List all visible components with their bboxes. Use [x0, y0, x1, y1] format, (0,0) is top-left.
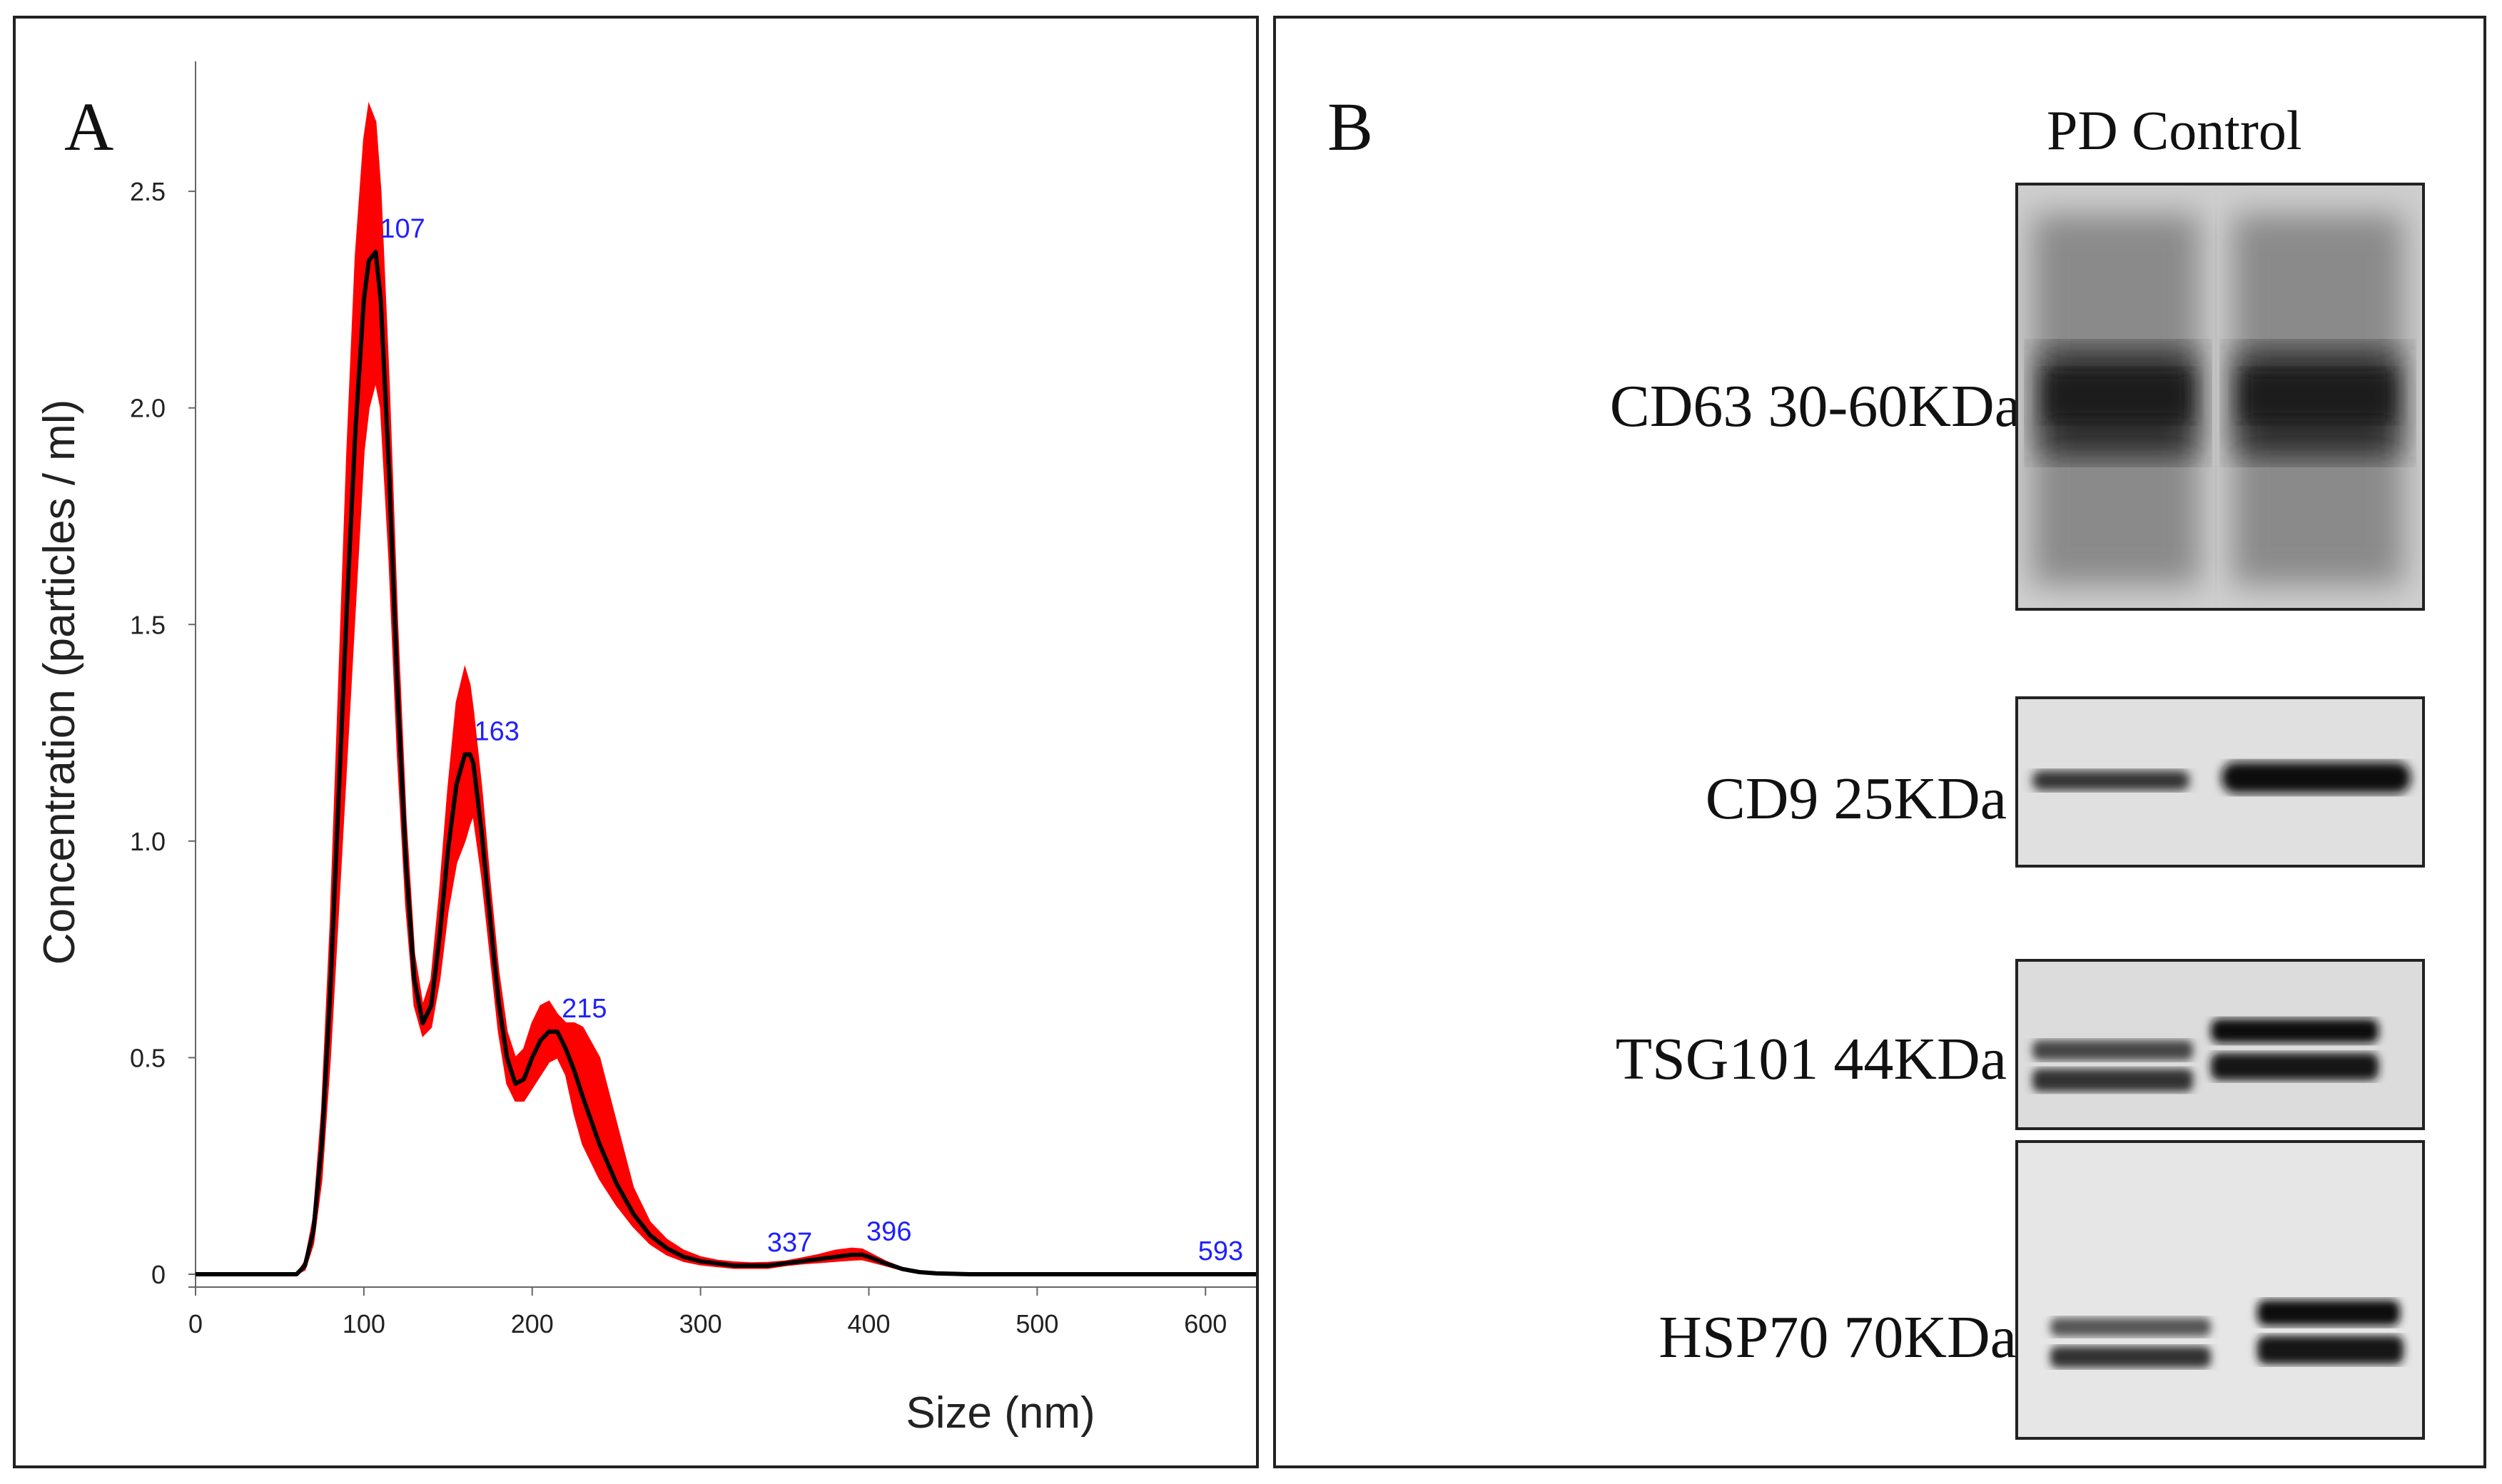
chart-axes	[188, 61, 1256, 1288]
y-tick-label: 0.5	[130, 1043, 166, 1072]
y-tick-label: 1.0	[130, 827, 166, 856]
x-tick-label: 500	[1016, 1309, 1058, 1338]
panel-a-letter: A	[64, 88, 114, 165]
panel-b-letter: B	[1327, 88, 1374, 165]
y-axis-title: Concentration (particles / ml)	[35, 400, 84, 965]
x-tick-label: 0	[188, 1309, 203, 1338]
blot-label-cd9: CD9 25KDa	[1705, 766, 2007, 832]
blot-label-hsp70: HSP70 70KDa	[1658, 1304, 2017, 1371]
y-tick-label: 2.5	[130, 177, 166, 206]
blot-bands-hsp70	[2018, 1143, 2422, 1437]
blot-image-tsg101	[2015, 959, 2425, 1130]
chart-series	[196, 101, 1256, 1276]
blot-image-cd63	[2015, 183, 2425, 611]
mean-line	[196, 250, 1256, 1276]
blot-label-cd63: CD63 30-60KDa	[1609, 373, 2021, 439]
x-tick-label: 300	[679, 1309, 722, 1338]
blot-label-tsg101: TSG101 44KDa	[1615, 1026, 2007, 1092]
peak-label: 107	[380, 214, 425, 244]
peak-label: 163	[474, 716, 519, 746]
panel-b-western-blot: B PD Control CD63 30-60KDa CD9 25KDa TSG…	[1273, 16, 2486, 1468]
peak-label: 337	[767, 1228, 812, 1258]
y-tick-label: 2.0	[130, 394, 166, 423]
blot-bands-cd9	[2018, 699, 2422, 865]
x-tick-label: 200	[511, 1309, 554, 1338]
blot-image-hsp70	[2015, 1140, 2425, 1440]
x-axis-title: Size (nm)	[906, 1388, 1095, 1438]
x-tick-label: 400	[847, 1309, 890, 1338]
y-tick-label: 1.5	[130, 610, 166, 639]
peak-labels: 107 163 215 337 396 593	[380, 214, 1243, 1266]
y-tick-label: 0	[151, 1260, 166, 1289]
panel-a-nta-chart: A 0 100 200 300 400 500 600 0 0.5 1.0 1.5 2.0 2.5 10…	[13, 16, 1259, 1468]
lane-header: PD Control	[2047, 99, 2302, 161]
error-band	[196, 101, 1256, 1275]
blot-image-cd9	[2015, 696, 2425, 868]
peak-label: 593	[1198, 1236, 1243, 1266]
x-tick-label: 600	[1184, 1309, 1227, 1338]
blot-bands-tsg101	[2018, 962, 2422, 1127]
peak-label: 215	[562, 994, 607, 1024]
x-tick-label: 100	[343, 1309, 385, 1338]
blot-bands-cd63	[2018, 186, 2422, 608]
chart-ticks: 0 100 200 300 400 500 600 0 0.5 1.0 1.5 2.0 2.5	[130, 177, 1227, 1338]
peak-label: 396	[866, 1217, 911, 1247]
